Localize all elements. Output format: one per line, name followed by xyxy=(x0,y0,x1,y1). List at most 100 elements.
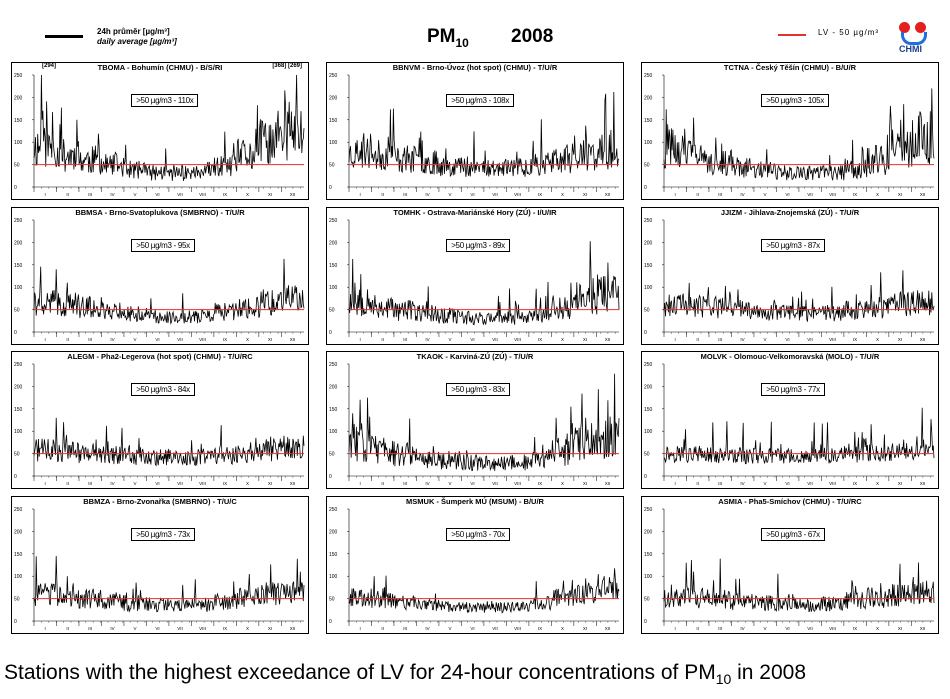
x-tick-label: IV xyxy=(740,337,744,342)
y-tick-label: 100 xyxy=(644,574,653,580)
x-tick-label: VI xyxy=(785,192,789,197)
chart-panel: TCTNA - Český Těšín (CHMU) - B/U/R 0 50 100… xyxy=(641,62,939,200)
x-tick-label: VI xyxy=(470,192,474,197)
logo-wave-icon xyxy=(901,32,927,45)
x-tick-label: XII xyxy=(290,192,296,197)
x-tick-label: VIII xyxy=(514,626,521,631)
x-tick-label: VIII xyxy=(514,192,521,197)
x-tick-label: I xyxy=(44,481,45,486)
panel-title: ALEGM - Pha2-Legerova (hot spot) (CHMU) … xyxy=(67,352,253,361)
x-tick-label: IX xyxy=(538,192,542,197)
x-tick-label: IV xyxy=(740,626,744,631)
x-tick-label: V xyxy=(134,481,137,486)
legend-label-czech: 24h průměr [µg/m³] xyxy=(97,27,170,36)
x-tick-label: VII xyxy=(807,481,813,486)
x-tick-label: II xyxy=(381,481,384,486)
y-tick-label: 250 xyxy=(644,73,653,79)
panel-title: JJIZM - Jihlava-Znojemská (ZÚ) - T/U/R xyxy=(720,207,860,217)
x-tick-label: II xyxy=(696,626,699,631)
y-tick-label: 100 xyxy=(644,285,653,291)
y-tick-label: 0 xyxy=(14,474,17,480)
x-tick-label: VI xyxy=(470,481,474,486)
x-tick-label: IX xyxy=(853,481,857,486)
y-tick-label: 0 xyxy=(329,619,332,625)
x-tick-label: VIII xyxy=(514,481,521,486)
x-tick-label: IX xyxy=(223,337,227,342)
x-tick-label: X xyxy=(876,481,879,486)
x-tick-label: II xyxy=(381,337,384,342)
x-tick-label: VIII xyxy=(829,337,836,342)
x-tick-label: XII xyxy=(605,337,611,342)
exceedance-annotation: >50 µg/m3 - 95x xyxy=(131,238,195,252)
x-tick-label: VII xyxy=(807,337,813,342)
x-tick-label: IX xyxy=(538,626,542,631)
y-tick-label: 100 xyxy=(14,429,23,435)
y-tick-label: 100 xyxy=(329,140,338,146)
legend-limit-label: LV - 50 µg/m³ xyxy=(818,28,880,37)
x-tick-label: I xyxy=(359,626,360,631)
figure-caption: Stations with the highest exceedance of … xyxy=(4,661,806,687)
x-tick-label: I xyxy=(674,192,675,197)
y-tick-label: 200 xyxy=(644,95,653,101)
x-tick-label: V xyxy=(764,337,767,342)
daily-average-series-line xyxy=(33,417,305,467)
x-tick-label: XII xyxy=(920,192,926,197)
legend-red-line-swatch xyxy=(778,34,806,36)
x-tick-label: IX xyxy=(853,192,857,197)
y-tick-label: 0 xyxy=(644,474,647,480)
y-tick-label: 250 xyxy=(329,218,338,224)
x-tick-label: I xyxy=(674,626,675,631)
chart-panel: TOMHK - Ostrava-Mariánské Hory (ZÚ) - I/… xyxy=(326,206,624,345)
y-tick-label: 100 xyxy=(329,285,338,291)
daily-average-series-line xyxy=(663,269,935,322)
y-tick-label: 250 xyxy=(14,507,23,513)
exceedance-annotation: >50 µg/m3 - 89x xyxy=(446,238,510,252)
x-tick-label: V xyxy=(764,192,767,197)
x-tick-label: XI xyxy=(268,481,272,486)
y-tick-label: 50 xyxy=(14,452,20,458)
x-tick-label: XII xyxy=(605,481,611,486)
x-tick-label: III xyxy=(403,192,407,197)
chart-title-pm: PM xyxy=(427,26,456,47)
x-tick-label: VIII xyxy=(199,192,206,197)
x-tick-label: V xyxy=(449,337,452,342)
logo-dot-right-icon xyxy=(915,22,926,33)
x-tick-label: XI xyxy=(898,626,902,631)
y-tick-label: 100 xyxy=(329,429,338,435)
y-tick-label: 50 xyxy=(644,596,650,602)
x-tick-label: VII xyxy=(492,192,498,197)
x-tick-label: VIII xyxy=(829,192,836,197)
x-tick-label: XI xyxy=(583,337,587,342)
x-tick-label: XII xyxy=(290,481,296,486)
x-tick-label: XII xyxy=(920,626,926,631)
y-tick-label: 100 xyxy=(14,285,23,291)
chart-panel: ASMIA - Pha5-Smíchov (CHMU) - T/U/RC 0 50 1… xyxy=(641,495,939,634)
exceedance-annotation: >50 µg/m3 - 105x xyxy=(761,94,830,107)
y-tick-label: 0 xyxy=(644,185,647,191)
x-tick-label: XII xyxy=(920,481,926,486)
chart-panel: MOLVK - Olomouc-Velkomoravská (MOLO) - T… xyxy=(641,351,939,489)
legend-black-line-swatch xyxy=(45,35,83,38)
x-tick-label: V xyxy=(134,626,137,631)
x-tick-label: XII xyxy=(290,337,296,342)
exceedance-annotation: >50 µg/m3 - 83x xyxy=(446,383,510,396)
y-tick-label: 200 xyxy=(329,240,338,246)
x-tick-label: III xyxy=(88,481,92,486)
x-tick-label: VIII xyxy=(199,337,206,342)
x-tick-label: VIII xyxy=(199,626,206,631)
y-tick-label: 0 xyxy=(644,330,647,336)
chart-panel: BBMSA - Brno-Svatoplukova (SMBRNO) - T/U… xyxy=(11,206,309,345)
x-tick-label: I xyxy=(359,192,360,197)
x-tick-label: III xyxy=(403,626,407,631)
x-tick-label: VI xyxy=(155,481,159,486)
peak-note: [368] [269] xyxy=(272,63,302,69)
x-tick-label: II xyxy=(696,337,699,342)
y-tick-label: 200 xyxy=(14,95,23,101)
y-tick-label: 250 xyxy=(329,362,338,368)
x-tick-label: VII xyxy=(492,626,498,631)
exceedance-annotation: >50 µg/m3 - 77x xyxy=(761,383,825,396)
caption-suffix: in 2008 xyxy=(731,661,807,684)
x-tick-label: X xyxy=(246,337,249,342)
y-tick-label: 250 xyxy=(329,507,338,513)
